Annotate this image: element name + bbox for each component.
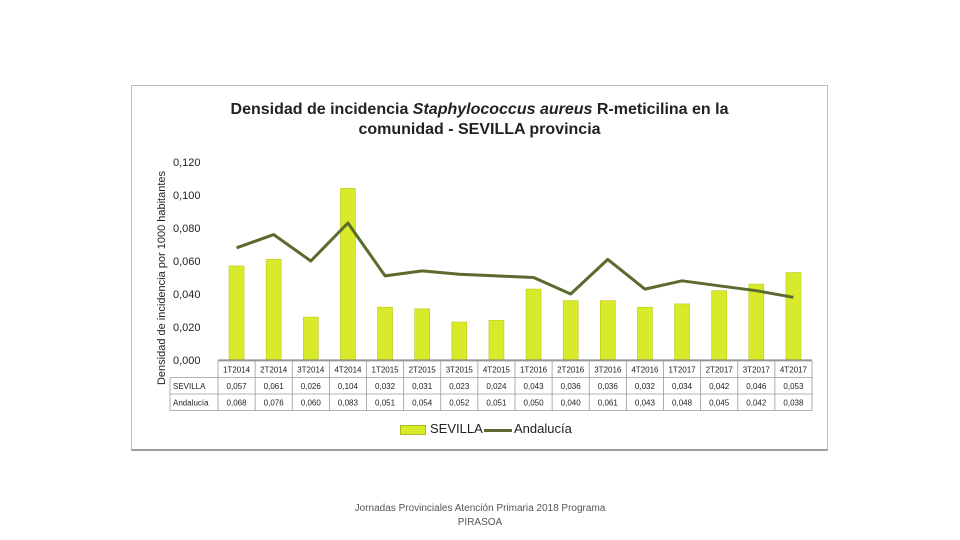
y-tick-label: 0,080 bbox=[173, 223, 201, 235]
table-cell-value: 0,053 bbox=[783, 382, 804, 391]
table-cell-value: 0,048 bbox=[672, 399, 693, 408]
bar-sevilla bbox=[785, 272, 802, 361]
x-tick-label: 1T2014 bbox=[223, 366, 251, 375]
bar-sevilla bbox=[562, 300, 579, 361]
table-cell-value: 0,024 bbox=[486, 382, 507, 391]
x-tick-label: 4T2015 bbox=[483, 366, 511, 375]
table-cell-value: 0,061 bbox=[264, 382, 285, 391]
bar-sevilla bbox=[303, 316, 319, 361]
y-tick-label: 0,060 bbox=[173, 256, 201, 268]
x-tick-label: 3T2016 bbox=[594, 366, 622, 375]
table-cell-value: 0,023 bbox=[449, 382, 470, 391]
y-tick-label: 0,100 bbox=[173, 190, 201, 202]
table-cell-value: 0,068 bbox=[227, 399, 248, 408]
x-tick-label: 2T2016 bbox=[557, 366, 585, 375]
x-tick-label: 4T2014 bbox=[334, 366, 362, 375]
y-tick-label: 0,000 bbox=[173, 355, 201, 367]
x-tick-label: 2T2015 bbox=[409, 366, 437, 375]
table-cell-value: 0,036 bbox=[561, 382, 582, 391]
chart-title-italic: Staphylococcus aureus bbox=[412, 101, 593, 118]
table-row-label: Andalucía bbox=[173, 399, 209, 408]
bar-sevilla bbox=[377, 306, 393, 361]
table-cell-value: 0,038 bbox=[783, 399, 804, 408]
table-row-label: SEVILLA bbox=[173, 382, 206, 391]
bar-sevilla bbox=[488, 320, 505, 361]
bar-sevilla bbox=[265, 259, 282, 361]
x-tick-label: 3T2017 bbox=[743, 366, 771, 375]
table-cell-value: 0,034 bbox=[672, 382, 693, 391]
line-andalucia bbox=[236, 221, 794, 299]
footer-line2: PIRASOA bbox=[457, 517, 503, 528]
bar-sevilla bbox=[600, 300, 616, 361]
table-cell-value: 0,083 bbox=[338, 399, 359, 408]
x-tick-label: 3T2014 bbox=[297, 366, 325, 375]
x-tick-label: 4T2017 bbox=[780, 366, 808, 375]
table-cell-value: 0,040 bbox=[561, 399, 582, 408]
table-cell-value: 0,042 bbox=[746, 399, 767, 408]
footer-line1: Jornadas Provinciales Atención Primaria … bbox=[354, 503, 606, 514]
table-cell-value: 0,052 bbox=[449, 399, 470, 408]
x-tick-label: 2T2017 bbox=[706, 366, 734, 375]
chart-title-line2: comunidad - SEVILLA provincia bbox=[358, 121, 601, 138]
bar-sevilla bbox=[637, 306, 653, 361]
table-cell-value: 0,043 bbox=[635, 399, 656, 408]
x-tick-label: 1T2015 bbox=[371, 366, 399, 375]
x-tick-label: 3T2015 bbox=[446, 366, 474, 375]
bar-sevilla bbox=[340, 188, 356, 361]
table-cell-value: 0,104 bbox=[338, 382, 359, 391]
legend-label-sevilla: SEVILLA bbox=[430, 421, 483, 436]
table-cell-value: 0,054 bbox=[412, 399, 433, 408]
y-axis-label: Densidad de incidencia por 1000 habitant… bbox=[156, 170, 168, 385]
x-tick-label: 2T2014 bbox=[260, 366, 288, 375]
table-cell-value: 0,051 bbox=[486, 399, 507, 408]
slide-footer: Jornadas Provinciales Atención Primaria … bbox=[330, 502, 630, 530]
y-tick-label: 0,020 bbox=[173, 322, 201, 334]
table-cell-value: 0,031 bbox=[412, 382, 433, 391]
table-cell-value: 0,036 bbox=[598, 382, 619, 391]
y-tick-label: 0,120 bbox=[173, 157, 201, 169]
table-cell-value: 0,042 bbox=[709, 382, 730, 391]
bar-sevilla bbox=[414, 308, 430, 361]
table-cell-value: 0,046 bbox=[746, 382, 767, 391]
table-cell-value: 0,060 bbox=[301, 399, 322, 408]
chart-title-part2: R-meticilina en la bbox=[592, 101, 729, 118]
table-cell-value: 0,043 bbox=[524, 382, 545, 391]
x-tick-label: 4T2016 bbox=[631, 366, 659, 375]
chart-title: Densidad de incidencia Staphylococcus au… bbox=[131, 100, 828, 140]
bar-sevilla bbox=[674, 303, 690, 361]
bar-sevilla bbox=[451, 321, 468, 361]
chart-frame bbox=[131, 85, 828, 451]
legend-label-andalucia: Andalucía bbox=[514, 421, 572, 436]
table-cell-value: 0,061 bbox=[598, 399, 619, 408]
table-cell-value: 0,051 bbox=[375, 399, 396, 408]
table-cell-value: 0,032 bbox=[375, 382, 396, 391]
table-cell-value: 0,032 bbox=[635, 382, 656, 391]
legend-swatch-andalucia bbox=[484, 429, 512, 432]
bar-sevilla bbox=[525, 288, 542, 361]
bar-sevilla bbox=[228, 265, 245, 361]
x-tick-label: 1T2017 bbox=[668, 366, 696, 375]
table-cell-value: 0,076 bbox=[264, 399, 285, 408]
x-tick-label: 1T2016 bbox=[520, 366, 548, 375]
table-cell-value: 0,026 bbox=[301, 382, 322, 391]
chart-title-part1: Densidad de incidencia bbox=[230, 101, 413, 118]
legend-swatch-sevilla bbox=[400, 425, 426, 435]
table-cell-value: 0,050 bbox=[524, 399, 545, 408]
bar-sevilla bbox=[711, 290, 727, 361]
bar-sevilla bbox=[748, 283, 765, 361]
table-cell-value: 0,057 bbox=[227, 382, 248, 391]
y-tick-label: 0,040 bbox=[173, 289, 201, 301]
table-cell-value: 0,045 bbox=[709, 399, 730, 408]
